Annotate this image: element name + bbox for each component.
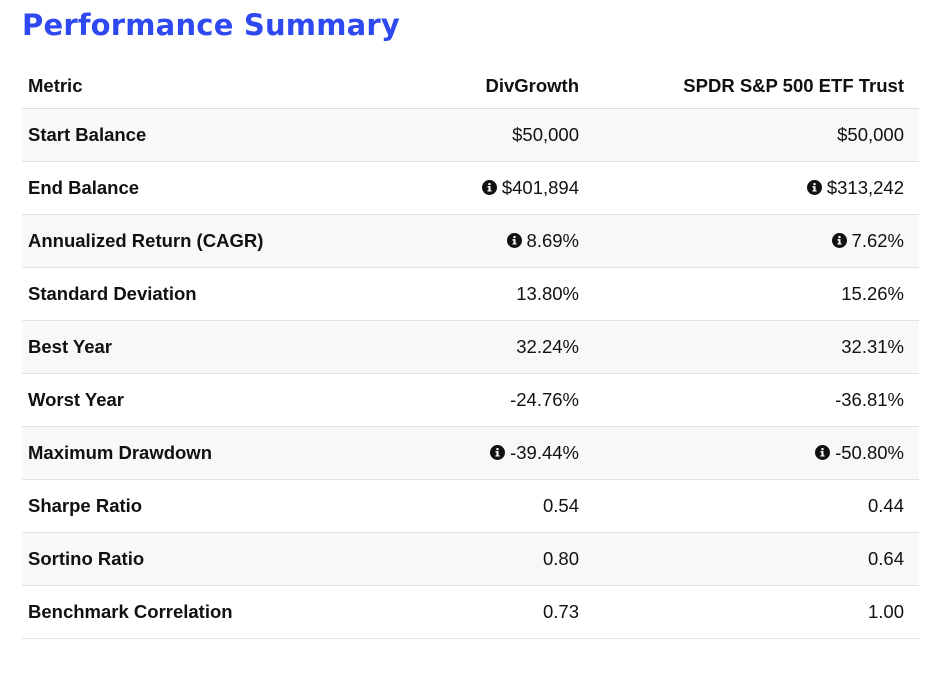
metric-name: Annualized Return (CAGR)	[22, 214, 403, 268]
portfolio-a-value: 0.73	[403, 585, 594, 639]
portfolio-a-value: 0.80	[403, 532, 594, 586]
metric-name: Sharpe Ratio	[22, 479, 403, 533]
portfolio-a-value: 0.54	[403, 479, 594, 533]
table-row: Start Balance $50,000 $50,000	[22, 108, 919, 162]
value-text: 0.54	[542, 495, 579, 516]
value-text: 7.62%	[851, 230, 904, 251]
value-text: 0.44	[867, 495, 904, 516]
value-text: 32.24%	[516, 336, 579, 357]
metric-name: Maximum Drawdown	[22, 426, 403, 480]
value-text: 8.69%	[526, 230, 579, 251]
value-text: $401,894	[501, 177, 579, 198]
metric-label: Sortino Ratio	[28, 548, 145, 569]
portfolio-b-value: -36.81%	[594, 373, 919, 427]
table-row: Standard Deviation 13.80% 15.26%	[22, 267, 919, 321]
metric-label: Benchmark Correlation	[28, 601, 233, 622]
table-row: Worst Year -24.76% -36.81%	[22, 373, 919, 427]
metric-name: Best Year	[22, 320, 403, 374]
header-portfolio-b: SPDR S&P 500 ETF Trust	[594, 64, 919, 109]
value-text: 0.64	[867, 548, 904, 569]
metric-name: Sortino Ratio	[22, 532, 403, 586]
portfolio-b-value: -50.80%	[594, 426, 919, 480]
portfolio-a-value: 13.80%	[403, 267, 594, 321]
metric-label: Sharpe Ratio	[28, 495, 143, 516]
info-circle-icon[interactable]	[815, 445, 831, 460]
metric-label: End Balance	[28, 177, 140, 198]
table-row: Maximum Drawdown -39.44% -50.80%	[22, 426, 919, 480]
value-text: 32.31%	[841, 336, 904, 357]
portfolio-a-value: 32.24%	[403, 320, 594, 374]
metric-label: Worst Year	[28, 389, 124, 410]
portfolio-b-value: 32.31%	[594, 320, 919, 374]
value-text: 0.73	[542, 601, 579, 622]
metric-name: Start Balance	[22, 108, 403, 162]
value-text: $50,000	[837, 124, 904, 145]
info-circle-icon[interactable]	[481, 180, 497, 195]
table-row: Best Year 32.24% 32.31%	[22, 320, 919, 374]
value-text: $313,242	[826, 177, 904, 198]
value-text: -24.76%	[510, 389, 579, 410]
table-header: Metric DivGrowth SPDR S&P 500 ETF Trust	[22, 64, 919, 109]
metric-label: Maximum Drawdown	[28, 442, 212, 463]
metric-name: Worst Year	[22, 373, 403, 427]
performance-table: Metric DivGrowth SPDR S&P 500 ETF Trust …	[22, 64, 919, 639]
table-body: Start Balance $50,000 $50,000 End Balanc…	[22, 108, 919, 639]
metric-label: Best Year	[28, 336, 112, 357]
section-title: Performance Summary	[22, 8, 400, 42]
metric-name: Standard Deviation	[22, 267, 403, 321]
info-circle-icon[interactable]	[831, 233, 847, 248]
value-text: 15.26%	[841, 283, 904, 304]
portfolio-b-value: 0.64	[594, 532, 919, 586]
value-text: -39.44%	[510, 442, 579, 463]
portfolio-b-value: 15.26%	[594, 267, 919, 321]
info-circle-icon[interactable]	[490, 445, 506, 460]
metric-name: Benchmark Correlation	[22, 585, 403, 639]
portfolio-b-value: 1.00	[594, 585, 919, 639]
table-row: Annualized Return (CAGR) 8.69% 7.62%	[22, 214, 919, 268]
portfolio-a-value: 8.69%	[403, 214, 594, 268]
portfolio-b-value: 7.62%	[594, 214, 919, 268]
header-metric: Metric	[22, 64, 403, 109]
value-text: -36.81%	[835, 389, 904, 410]
metric-label: Annualized Return (CAGR)	[28, 230, 264, 251]
portfolio-b-value: $50,000	[594, 108, 919, 162]
info-circle-icon[interactable]	[806, 180, 822, 195]
metric-name: End Balance	[22, 161, 403, 215]
table-row: Sharpe Ratio 0.54 0.44	[22, 479, 919, 533]
value-text: $50,000	[512, 124, 579, 145]
metric-label: Start Balance	[28, 124, 147, 145]
portfolio-a-value: $401,894	[403, 161, 594, 215]
portfolio-a-value: -39.44%	[403, 426, 594, 480]
value-text: -50.80%	[835, 442, 904, 463]
table-row: Benchmark Correlation 0.73 1.00	[22, 585, 919, 639]
portfolio-a-value: -24.76%	[403, 373, 594, 427]
table-row: End Balance $401,894 $313,242	[22, 161, 919, 215]
value-text: 1.00	[867, 601, 904, 622]
metric-label: Standard Deviation	[28, 283, 197, 304]
table-row: Sortino Ratio 0.80 0.64	[22, 532, 919, 586]
header-row: Metric DivGrowth SPDR S&P 500 ETF Trust	[22, 64, 919, 109]
value-text: 0.80	[542, 548, 579, 569]
value-text: 13.80%	[516, 283, 579, 304]
portfolio-b-value: $313,242	[594, 161, 919, 215]
header-portfolio-a: DivGrowth	[403, 64, 594, 109]
info-circle-icon[interactable]	[506, 233, 522, 248]
portfolio-b-value: 0.44	[594, 479, 919, 533]
portfolio-a-value: $50,000	[403, 108, 594, 162]
